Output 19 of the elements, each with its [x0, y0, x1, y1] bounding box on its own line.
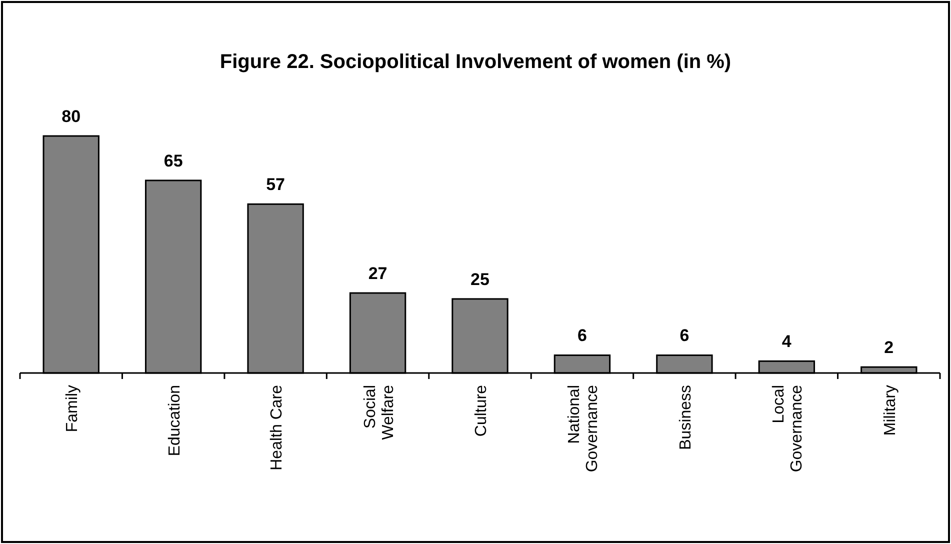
- x-tick-label: Culture: [473, 384, 490, 437]
- data-label: 4: [782, 332, 792, 352]
- chart-title: Figure 22. Sociopolitical Involvement of women (in %): [220, 51, 732, 73]
- data-label: 6: [680, 326, 690, 346]
- x-tick-label: Business: [677, 385, 694, 450]
- x-tick-label: Education: [166, 385, 184, 456]
- x-tick-label: Health Care: [268, 384, 286, 470]
- data-label: 80: [62, 107, 81, 126]
- x-tick-label: Family: [64, 385, 82, 432]
- data-label: 6: [577, 326, 587, 346]
- data-label: 2: [884, 338, 894, 358]
- x-tick-label: Social Welfare: [362, 384, 397, 440]
- data-label: 27: [368, 264, 388, 284]
- data-label: 57: [266, 175, 286, 194]
- x-tick-label: Local Governance: [770, 384, 806, 472]
- x-tick-label: Military: [882, 385, 899, 436]
- data-label: 25: [470, 270, 490, 289]
- data-label: 65: [164, 151, 183, 170]
- x-tick-label: National Governance: [566, 384, 602, 472]
